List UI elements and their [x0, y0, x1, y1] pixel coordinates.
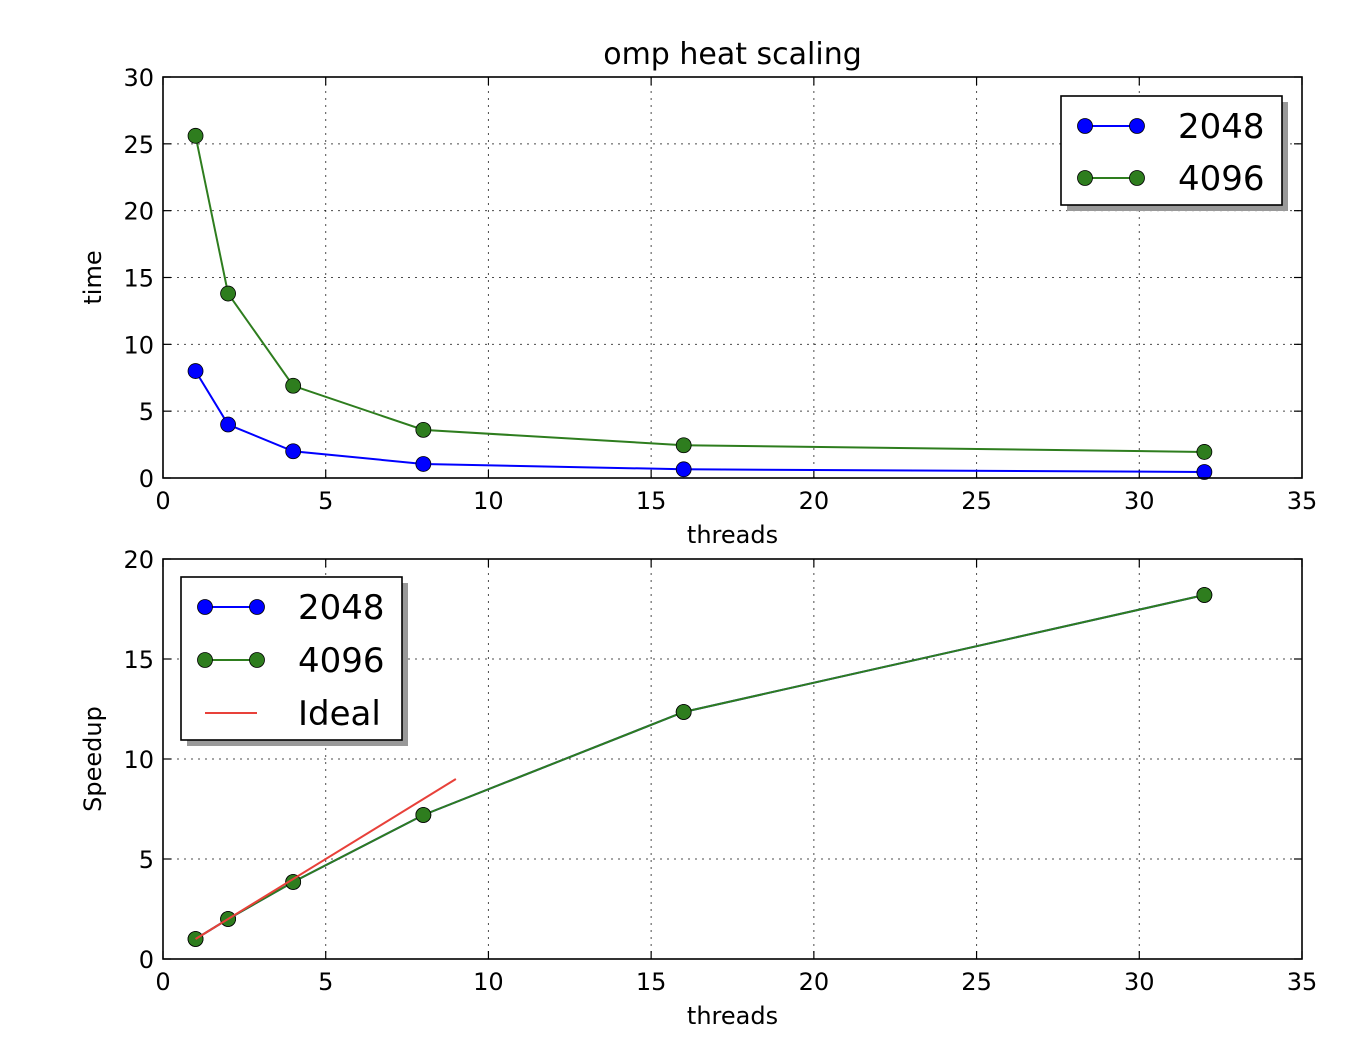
axes-frame	[162, 76, 1303, 479]
x-tick-label: 10	[473, 487, 504, 515]
y-tick-label: 30	[123, 64, 154, 92]
chart-title: omp heat scaling	[603, 37, 862, 72]
axes-frame	[162, 558, 1303, 960]
data-point	[187, 363, 204, 379]
x-tick-label: 20	[799, 487, 830, 515]
data-point	[1196, 587, 1213, 603]
legend-marker	[1077, 170, 1093, 186]
legend-marker	[1129, 170, 1145, 186]
legend-marker	[249, 599, 265, 615]
data-point	[675, 461, 692, 478]
x-tick-label: 0	[155, 487, 170, 515]
data-point	[285, 874, 302, 890]
data-point	[285, 443, 302, 460]
series-4096	[187, 127, 1213, 460]
x-tick-label: 20	[799, 968, 830, 996]
data-point	[675, 437, 692, 454]
legend-marker	[249, 652, 265, 668]
x-tick-label: 5	[318, 968, 333, 996]
y-tick-label: 15	[123, 265, 154, 293]
data-point	[1196, 464, 1213, 480]
x-tick-label: 25	[961, 968, 992, 996]
y-tick-label: 5	[139, 846, 154, 874]
y-tick-label: 10	[123, 331, 154, 359]
x-tick-label: 10	[473, 968, 504, 996]
data-point	[1196, 444, 1213, 460]
y-axis-label: time	[79, 250, 107, 304]
legend-label: 4096	[1178, 159, 1265, 199]
legend-label: 4096	[298, 641, 385, 681]
y-tick-label: 0	[139, 946, 154, 974]
x-tick-label: 5	[318, 487, 333, 515]
y-axis-label: Speedup	[79, 706, 107, 812]
x-axis-label: threads	[687, 1002, 778, 1030]
data-point	[415, 421, 432, 438]
x-tick-label: 30	[1124, 487, 1155, 515]
legend: 2048 4096 Ideal	[180, 576, 408, 746]
y-tick-label: 25	[123, 131, 154, 159]
legend-marker	[197, 599, 213, 615]
y-tick-label: 20	[123, 198, 154, 226]
x-tick-label: 15	[636, 968, 667, 996]
x-tick-label: 35	[1287, 487, 1318, 515]
series-2048	[187, 363, 1213, 480]
y-tick-label: 5	[139, 398, 154, 426]
legend-marker	[1129, 118, 1145, 134]
y-tick-label: 15	[123, 646, 154, 674]
legend: 2048 4096	[1060, 95, 1288, 211]
x-tick-label: 0	[155, 968, 170, 996]
y-tick-label: 0	[139, 465, 154, 493]
x-axis-label: threads	[687, 521, 778, 549]
y-tick-label: 10	[123, 746, 154, 774]
data-point	[285, 377, 302, 394]
legend-marker	[197, 652, 213, 668]
legend-box	[1060, 95, 1283, 206]
data-point	[415, 807, 432, 823]
x-tick-label: 30	[1124, 968, 1155, 996]
data-point	[187, 127, 204, 144]
x-tick-label: 25	[961, 487, 992, 515]
series-line	[194, 370, 1205, 473]
legend-label: 2048	[298, 588, 385, 628]
speedup-chart: 0 5 10 15 20 25 30 35 0 5 10 15 20 threads Speedup 2048…	[79, 546, 1317, 1030]
x-tick-label: 35	[1287, 968, 1318, 996]
data-point	[220, 285, 236, 302]
data-point	[220, 416, 236, 433]
series-line	[194, 135, 1205, 453]
time-chart: 0 5 10 15 20 25 30 35 0 5 10 15 20 25 30 threads time omp…	[79, 37, 1317, 549]
legend-label: Ideal	[298, 694, 381, 734]
legend-marker	[1077, 118, 1093, 134]
legend-label: 2048	[1178, 107, 1265, 147]
series-line	[195, 778, 457, 940]
series-ideal	[195, 778, 457, 940]
data-point	[675, 704, 692, 720]
data-point	[415, 456, 432, 472]
y-tick-label: 20	[123, 546, 154, 574]
x-tick-label: 15	[636, 487, 667, 515]
